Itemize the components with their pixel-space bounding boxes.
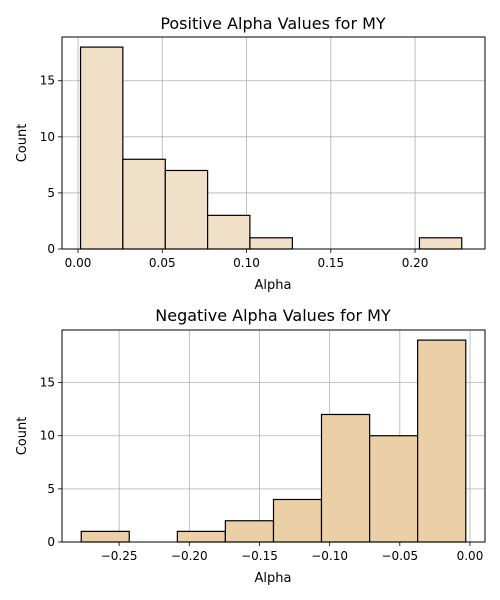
- x-tick-label: −0.05: [381, 549, 418, 563]
- x-tick-label: 0.10: [233, 256, 260, 270]
- x-tick-label: 0.20: [402, 256, 429, 270]
- x-axis-ticks: 0.00 0.05 0.10 0.15 0.20: [65, 249, 429, 270]
- y-tick-label: 5: [47, 482, 55, 496]
- y-tick-label: 15: [40, 74, 55, 88]
- histogram-bar: [79, 46, 124, 250]
- histogram-bar: [320, 413, 371, 543]
- histogram-bar: [176, 530, 226, 543]
- histogram-bar: [272, 498, 323, 543]
- histogram-bar: [80, 530, 130, 543]
- x-tick-label: 0.15: [317, 256, 344, 270]
- chart-title: Positive Alpha Values for MY: [160, 14, 386, 33]
- y-tick-label: 0: [47, 242, 55, 256]
- x-tick-label: −0.15: [241, 549, 278, 563]
- y-tick-label: 10: [40, 130, 55, 144]
- x-tick-label: −0.10: [311, 549, 348, 563]
- y-tick-label: 0: [47, 535, 55, 549]
- bars: [80, 339, 467, 543]
- chart-title: Negative Alpha Values for MY: [155, 306, 391, 325]
- y-tick-label: 15: [40, 376, 55, 390]
- y-tick-label: 10: [40, 429, 55, 443]
- positive-alpha-histogram: Positive Alpha Values for MY 0.00 0.05 0.1…: [15, 14, 486, 293]
- histogram-bar: [417, 339, 467, 543]
- plot-frame: [61, 36, 486, 250]
- x-axis-label: Alpha: [255, 571, 292, 586]
- histogram-bar: [207, 214, 251, 250]
- x-tick-label: 0.05: [149, 256, 176, 270]
- x-tick-label: 0.00: [65, 256, 92, 270]
- histogram-bar: [122, 158, 166, 250]
- x-tick-label: 0.00: [457, 549, 484, 563]
- bars: [79, 46, 463, 250]
- x-tick-label: −0.25: [101, 549, 138, 563]
- histogram-bar: [418, 237, 463, 250]
- histogram-bar: [224, 520, 275, 543]
- x-axis-label: Alpha: [255, 278, 292, 293]
- histogram-bar: [164, 169, 209, 250]
- negative-alpha-histogram: Negative Alpha Values for MY −0.25 −0.20−…: [15, 306, 486, 586]
- y-tick-label: 5: [47, 186, 55, 200]
- histogram-bar: [249, 237, 293, 250]
- x-tick-label: −0.20: [171, 549, 208, 563]
- y-axis-ticks: 0 5 10 15: [40, 74, 62, 256]
- y-axis-label: Count: [15, 124, 30, 163]
- histogram-bar: [369, 435, 419, 543]
- y-axis-label: Count: [15, 417, 30, 456]
- x-axis-ticks: −0.25 −0.20 −0.15 −0.10 −0.05 0.00: [101, 542, 484, 563]
- y-axis-ticks: 0 5 10 15: [40, 376, 62, 549]
